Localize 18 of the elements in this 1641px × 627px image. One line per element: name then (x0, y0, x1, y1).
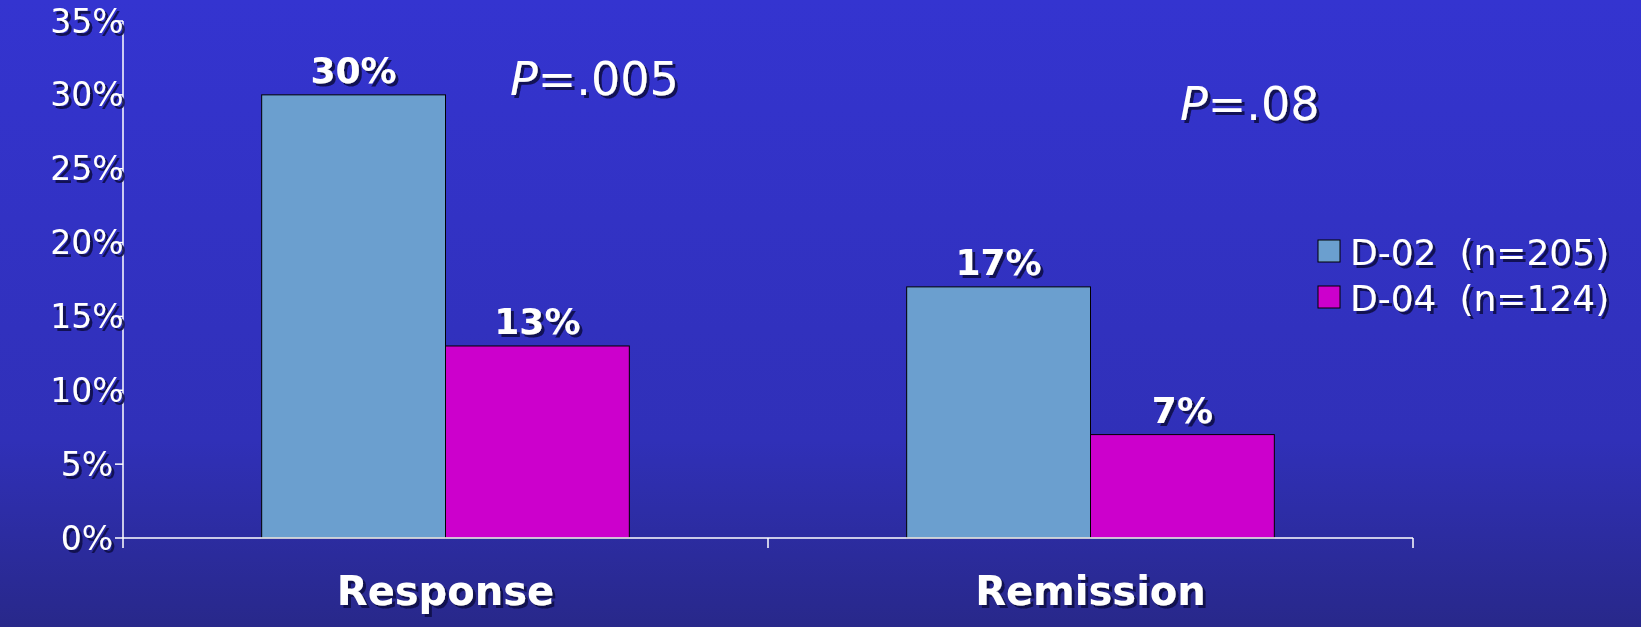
legend-label: D-02 (n=205) (1350, 231, 1610, 273)
y-tick-label: 15% (50, 296, 124, 336)
x-tick-label: Remission (975, 568, 1206, 614)
data-label: 13% (494, 300, 581, 342)
data-label: 17% (955, 241, 1042, 283)
annotation: P=.005 (510, 52, 679, 106)
y-tick-label: 20% (50, 223, 124, 263)
y-tick-label: 25% (50, 149, 124, 189)
data-label: 7% (1151, 389, 1213, 431)
y-tick-label: 0% (60, 518, 114, 558)
data-label: 30% (310, 49, 397, 91)
y-tick-label: 35% (50, 1, 124, 41)
y-tick-label: 30% (50, 75, 124, 115)
legend-label: D-04 (n=124) (1350, 277, 1610, 319)
y-tick-label: 5% (60, 444, 114, 484)
y-tick-label: 10% (50, 370, 124, 410)
x-tick-label: Response (336, 568, 555, 614)
annotation: P=.08 (1180, 77, 1320, 131)
